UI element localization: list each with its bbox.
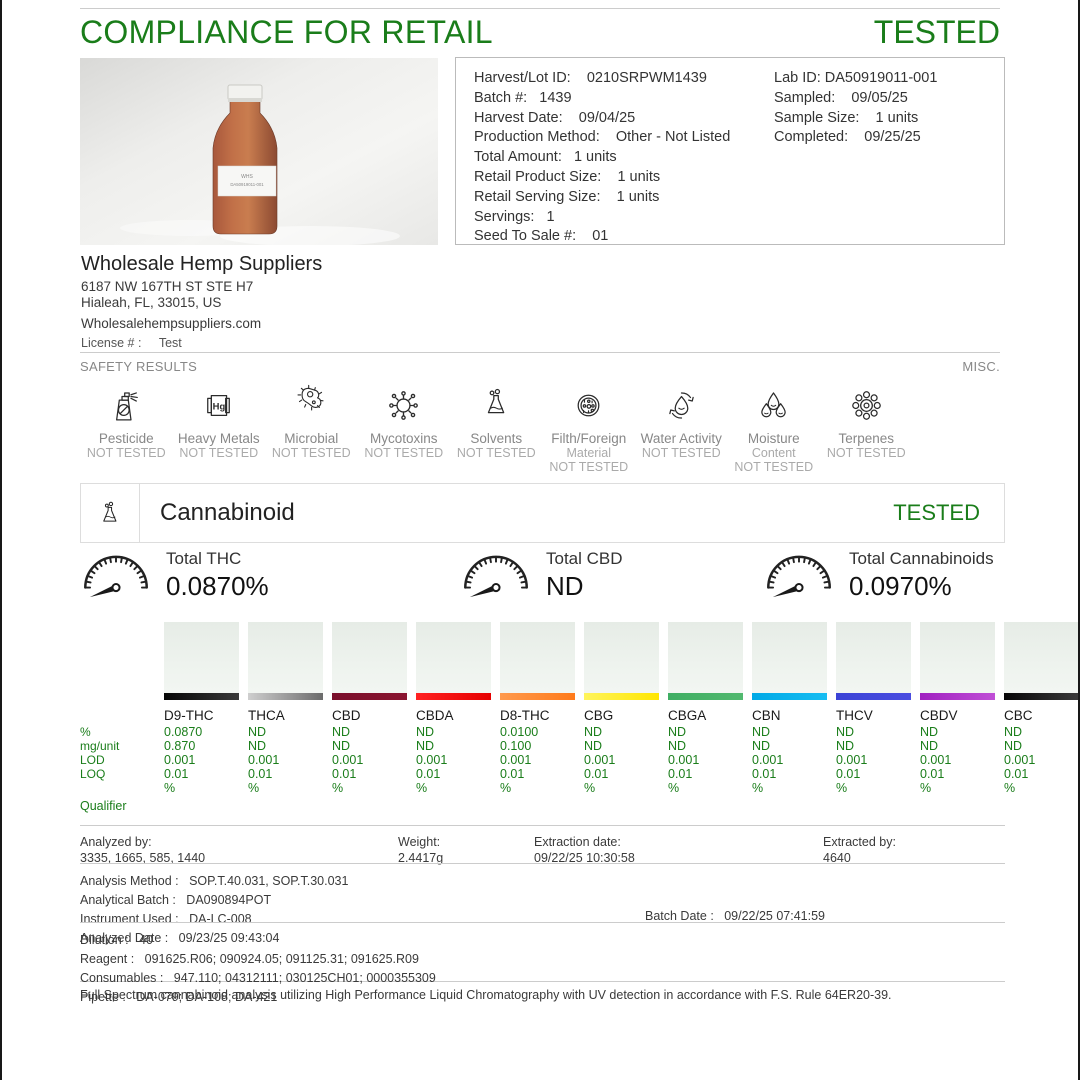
svg-text:DA50919011-001: DA50919011-001 [230, 182, 264, 187]
svg-text:WHS: WHS [241, 174, 253, 180]
svg-text:Hg: Hg [213, 401, 226, 412]
